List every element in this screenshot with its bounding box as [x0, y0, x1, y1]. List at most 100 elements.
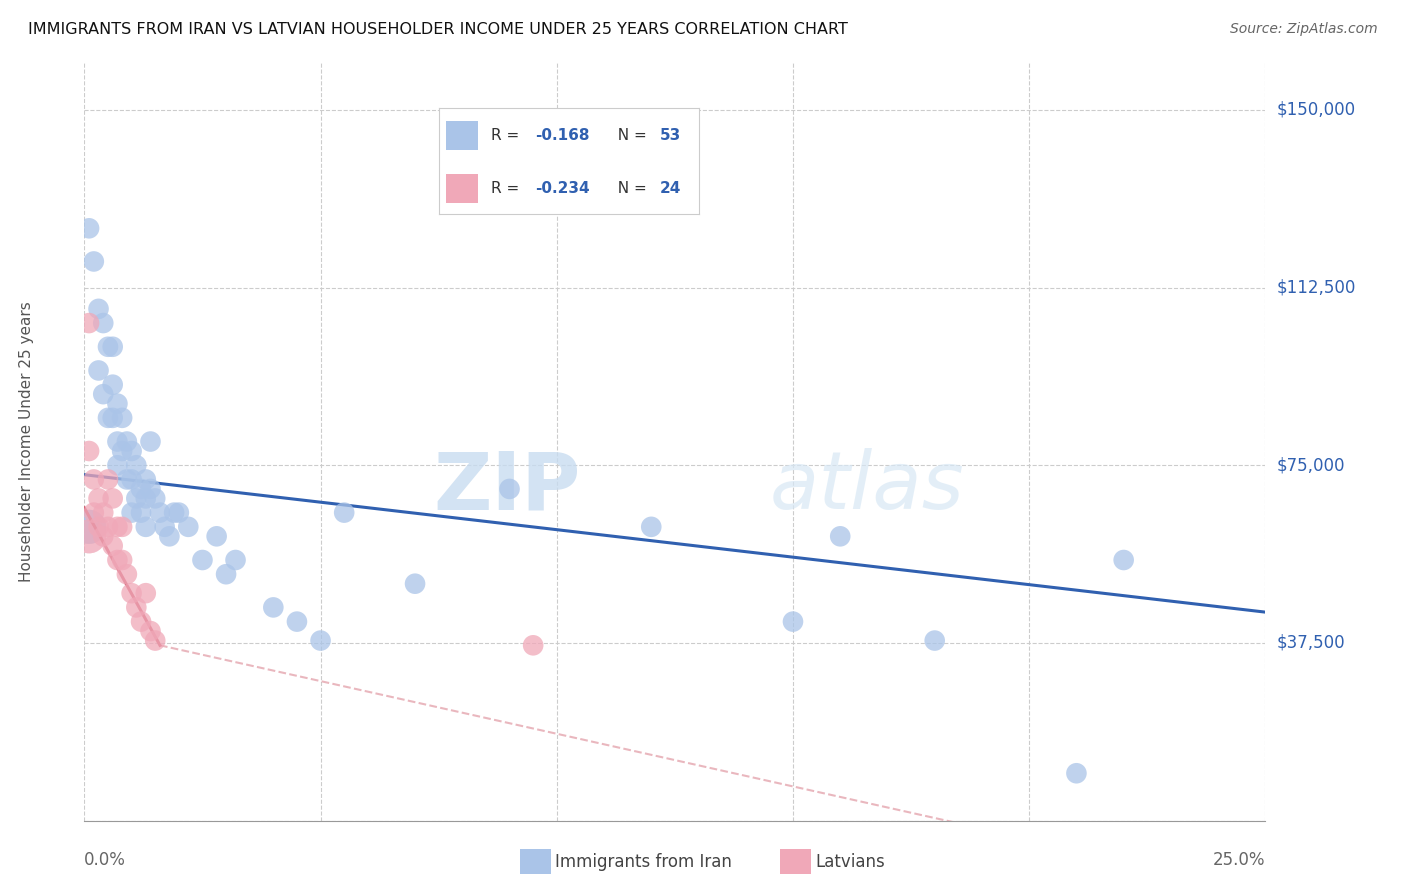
Text: 0.0%: 0.0%	[84, 851, 127, 869]
Text: Householder Income Under 25 years: Householder Income Under 25 years	[18, 301, 34, 582]
Point	[83, 254, 105, 268]
Text: $150,000: $150,000	[1277, 101, 1355, 119]
Point	[125, 491, 148, 506]
Point	[157, 529, 180, 543]
Point	[91, 506, 114, 520]
Point	[91, 529, 114, 543]
Point	[129, 506, 152, 520]
Point	[87, 520, 110, 534]
Point	[115, 567, 138, 582]
Text: $37,500: $37,500	[1277, 634, 1346, 652]
Point	[262, 600, 284, 615]
Point	[139, 434, 162, 449]
Point	[97, 520, 120, 534]
Text: 25.0%: 25.0%	[1213, 851, 1265, 869]
Point	[135, 520, 157, 534]
Point	[139, 482, 162, 496]
Point	[101, 491, 124, 506]
Point	[77, 520, 100, 534]
Point	[77, 444, 100, 458]
Point	[498, 482, 520, 496]
Point	[143, 633, 166, 648]
Point	[77, 316, 100, 330]
Text: $75,000: $75,000	[1277, 456, 1346, 475]
Point	[101, 377, 124, 392]
Point	[77, 520, 100, 534]
Point	[404, 576, 426, 591]
Point	[129, 482, 152, 496]
Point	[83, 506, 105, 520]
Point	[101, 539, 124, 553]
Point	[121, 586, 143, 600]
Point	[125, 600, 148, 615]
Point	[121, 506, 143, 520]
Point	[107, 520, 129, 534]
Point	[225, 553, 247, 567]
Point	[153, 520, 176, 534]
Point	[83, 473, 105, 487]
Point	[139, 624, 162, 639]
Point	[115, 473, 138, 487]
Text: $112,500: $112,500	[1277, 278, 1355, 296]
Point	[101, 340, 124, 354]
Point	[309, 633, 332, 648]
Point	[111, 520, 134, 534]
Point	[87, 491, 110, 506]
Point	[87, 301, 110, 316]
Point	[167, 506, 190, 520]
Point	[135, 473, 157, 487]
Point	[107, 458, 129, 473]
Point	[77, 520, 100, 534]
Point	[107, 434, 129, 449]
Point	[77, 520, 100, 534]
Point	[91, 316, 114, 330]
Text: atlas: atlas	[769, 448, 965, 526]
Point	[121, 444, 143, 458]
Point	[111, 553, 134, 567]
Point	[1112, 553, 1135, 567]
Point	[163, 506, 186, 520]
Point	[107, 553, 129, 567]
Point	[111, 444, 134, 458]
Point	[830, 529, 852, 543]
Point	[97, 410, 120, 425]
Point	[522, 638, 544, 652]
Point	[91, 387, 114, 401]
Point	[77, 529, 100, 543]
Point	[77, 520, 100, 534]
Point	[143, 491, 166, 506]
Point	[121, 473, 143, 487]
Point	[285, 615, 308, 629]
Point	[177, 520, 200, 534]
Point	[97, 340, 120, 354]
Point	[135, 491, 157, 506]
Point	[333, 506, 356, 520]
Point	[111, 410, 134, 425]
Point	[129, 615, 152, 629]
Point	[191, 553, 214, 567]
Point	[924, 633, 946, 648]
Point	[77, 520, 100, 534]
Text: ZIP: ZIP	[433, 448, 581, 526]
Point	[215, 567, 238, 582]
Point	[640, 520, 662, 534]
Point	[107, 396, 129, 410]
Point	[782, 615, 804, 629]
Point	[77, 529, 100, 543]
Point	[77, 529, 100, 543]
Point	[77, 221, 100, 235]
Text: Latvians: Latvians	[815, 853, 886, 871]
Point	[115, 434, 138, 449]
Point	[1066, 766, 1088, 780]
Point	[125, 458, 148, 473]
Point	[77, 529, 100, 543]
Point	[135, 586, 157, 600]
Text: Immigrants from Iran: Immigrants from Iran	[555, 853, 733, 871]
Point	[101, 410, 124, 425]
Point	[149, 506, 172, 520]
Point	[205, 529, 228, 543]
Text: Source: ZipAtlas.com: Source: ZipAtlas.com	[1230, 22, 1378, 37]
Text: IMMIGRANTS FROM IRAN VS LATVIAN HOUSEHOLDER INCOME UNDER 25 YEARS CORRELATION CH: IMMIGRANTS FROM IRAN VS LATVIAN HOUSEHOL…	[28, 22, 848, 37]
Point	[87, 363, 110, 377]
Point	[97, 473, 120, 487]
